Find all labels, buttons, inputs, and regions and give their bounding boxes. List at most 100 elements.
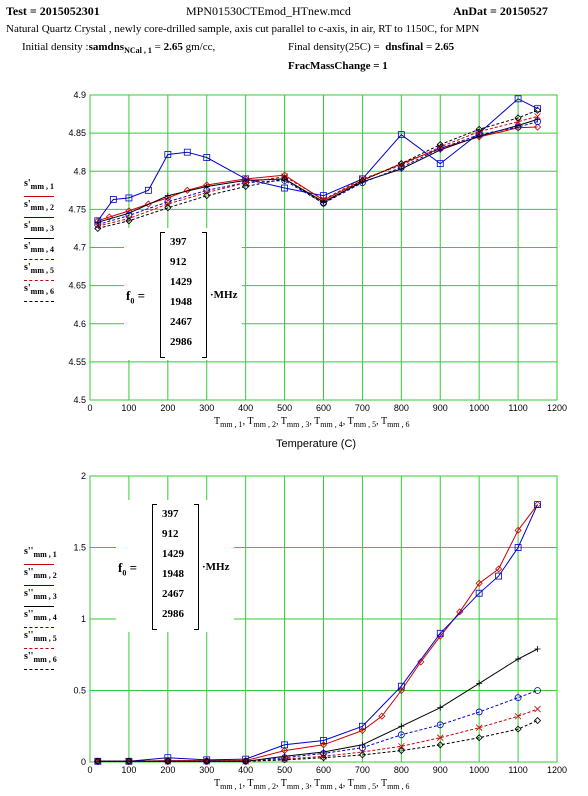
matrix-label: f0 = <box>126 288 145 306</box>
data-point-1-5-1 <box>125 757 133 765</box>
matrix-value: 912 <box>162 528 179 540</box>
data-point-1-2-6 <box>320 748 327 755</box>
matrix-value: 397 <box>170 236 187 248</box>
xlabel-sub: mm , 1 <box>220 782 243 791</box>
data-point-0-5-2 <box>164 204 172 212</box>
matrix-value: 397 <box>162 508 179 520</box>
data-point-1-0-11 <box>436 632 444 640</box>
plot-frame-1 <box>89 475 558 763</box>
xlabel-sub: mm , 4 <box>320 420 343 429</box>
data-point-0-5-7 <box>358 176 366 184</box>
data-point-1-3-11 <box>514 694 522 702</box>
xlabel-var: T <box>280 416 287 427</box>
data-point-1-1-13 <box>534 501 541 509</box>
legend-swatch-icon <box>24 627 54 634</box>
frequency-matrix-top: f0 = 397 912 1429 1948 2467 2986 ·MHz <box>124 228 242 360</box>
data-point-0-4-1 <box>125 215 133 222</box>
test-label-text: Test <box>6 4 27 18</box>
legend-sub: mm , 2 <box>30 203 54 212</box>
data-point-0-2-3 <box>203 183 210 190</box>
data-point-1-0-13 <box>475 579 483 587</box>
x-tick-label-0-4: 400 <box>238 403 253 413</box>
andat-label: AnDat = 20150527 <box>453 4 548 18</box>
data-point-0-1-4 <box>164 151 172 158</box>
xlabel-var: T <box>380 778 388 789</box>
xlabel-sep: , <box>376 416 381 427</box>
andat-label-text: AnDat <box>453 4 488 18</box>
x-tick-label-0-5: 500 <box>277 403 292 413</box>
legend-sub: mm , 2 <box>33 571 57 580</box>
legend-sub: mm , 5 <box>33 634 57 643</box>
data-point-0-5-4 <box>242 182 250 191</box>
x-tick-label-1-7: 700 <box>355 765 370 775</box>
x-tick-label-0-1: 100 <box>121 403 136 413</box>
frequency-matrix-bottom: f0 = 397 912 1429 1948 2467 2986 ·MHz <box>116 500 234 632</box>
y-tick-label-0-3: 4.65 <box>68 281 86 291</box>
legend-entry: s'mm , 5 <box>24 262 54 287</box>
xlabel-sub: mm , 3 <box>286 420 310 429</box>
data-point-1-5-7 <box>358 751 366 759</box>
matrix-value: 1429 <box>162 548 184 560</box>
data-point-1-4-0 <box>94 758 102 765</box>
matrix-label-sub: 0 <box>122 568 127 578</box>
data-point-1-5-8 <box>397 746 405 755</box>
xlabel-var: T <box>314 778 321 789</box>
xlabel-sub: mm , 4 <box>320 782 343 791</box>
frac-mass-label: FracMassChange <box>288 60 371 72</box>
x-tick-label-1-0: 0 <box>87 765 92 775</box>
xlabel-sep: , <box>309 778 315 789</box>
x-tick-label-1-2: 200 <box>160 765 175 775</box>
data-point-0-5-1 <box>125 217 133 225</box>
y-tick-label-0-2: 4.6 <box>73 319 86 329</box>
data-point-0-3-9 <box>436 144 444 152</box>
andat-value: 20150527 <box>499 4 548 18</box>
legend-swatch-icon <box>24 217 54 224</box>
data-point-0-1-2 <box>125 194 133 202</box>
legend-label: s'' <box>24 651 34 662</box>
series-line-1-3 <box>97 690 538 762</box>
series-line-1-4 <box>97 708 538 762</box>
data-point-1-0-8 <box>378 712 386 720</box>
data-point-0-4-12 <box>534 113 541 120</box>
data-point-0-1-1 <box>109 196 117 203</box>
y-tick-label-1-1: 0.5 <box>73 686 86 696</box>
matrix-label-sub: 0 <box>130 296 135 306</box>
legend-label: s' <box>24 283 31 294</box>
data-point-0-3-12 <box>534 118 541 126</box>
xlabel-sep: , <box>275 416 281 427</box>
data-point-0-4-2 <box>164 200 172 208</box>
data-point-1-1-9 <box>436 629 444 637</box>
xlabel-sub: mm , 5 <box>353 782 377 791</box>
xlabel-var: T <box>214 778 221 789</box>
xlabel-sub: mm , 2 <box>253 782 276 791</box>
legend-entry: s''mm , 4 <box>24 609 57 634</box>
x-tick-label-1-1: 100 <box>121 765 136 775</box>
data-point-0-4-11 <box>514 118 522 125</box>
legend-swatch-icon <box>24 606 54 613</box>
data-point-1-1-8 <box>397 682 405 690</box>
xlabel-sep: , <box>242 778 248 789</box>
plot-frame-0 <box>89 94 558 401</box>
legend-swatch-icon <box>24 648 54 655</box>
matrix-unit: ·MHz <box>210 289 238 301</box>
x-axis-title-top: Temperature (C) <box>276 438 357 450</box>
legend-label: s'' <box>24 630 34 641</box>
initial-density: Initial density :samdnsNCal , 1 = 2.65 g… <box>22 41 216 56</box>
legend-entry: s''mm , 5 <box>24 630 57 655</box>
legend-entry: s''mm , 3 <box>24 588 57 613</box>
data-point-0-5-6 <box>319 199 328 207</box>
data-point-0-5-8 <box>397 160 405 168</box>
data-point-0-5-9 <box>436 140 444 149</box>
xlabel-var: T <box>280 778 287 789</box>
x-tick-label-0-10: 1000 <box>469 403 489 413</box>
data-point-1-4-12 <box>534 705 541 713</box>
data-point-0-1-8 <box>281 184 288 192</box>
data-point-0-5-10 <box>475 125 483 133</box>
legend-swatch-icon <box>24 669 54 676</box>
legend-entry: s''mm , 2 <box>24 567 57 592</box>
test-label: Test = 2015052301 <box>6 4 100 18</box>
x-tick-label-0-7: 700 <box>355 403 370 413</box>
data-point-0-1-11 <box>397 131 405 139</box>
legend-label: s'' <box>24 609 34 620</box>
